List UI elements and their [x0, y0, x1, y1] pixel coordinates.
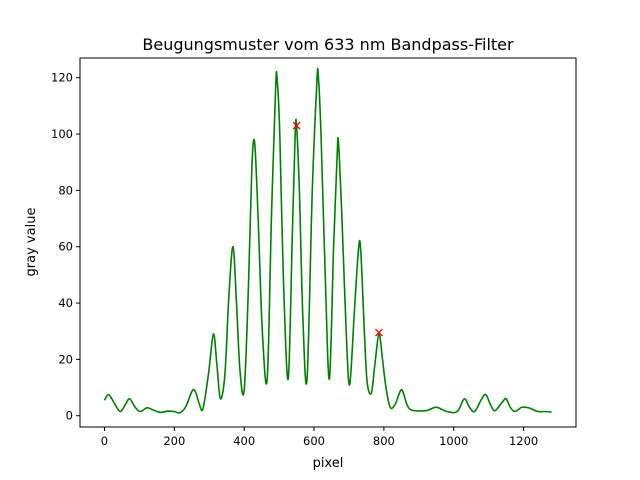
axes-frame	[79, 57, 577, 428]
peak-marker-stroke	[375, 328, 383, 337]
y-tick-label: 20	[58, 352, 73, 366]
x-tick-label: 800	[373, 434, 395, 448]
y-tick-label: 60	[58, 240, 73, 254]
y-tick-label: 0	[66, 409, 73, 423]
peak-marker-1	[375, 328, 383, 337]
y-tick-label: 80	[58, 183, 73, 197]
y-axis: 0 20 40 60 80 100 120	[51, 71, 80, 423]
y-tick-label: 100	[51, 127, 73, 141]
y-axis-label: gray value	[24, 208, 39, 277]
y-tick-label: 120	[51, 71, 73, 85]
peak-marker-stroke	[292, 121, 301, 130]
series-line-0	[103, 67, 552, 414]
chart-title: Beugungsmuster vom 633 nm Bandpass-Filte…	[142, 35, 514, 54]
x-tick-label: 600	[303, 434, 325, 448]
x-tick-label: 1000	[439, 434, 468, 448]
y-tick-label: 40	[58, 296, 73, 310]
peak-marker-0	[292, 121, 301, 130]
x-axis: 0 200 400 600 800 1000 1200	[101, 427, 538, 448]
plot-area	[103, 67, 552, 414]
x-tick-label: 1200	[509, 434, 538, 448]
x-tick-label: 200	[163, 434, 185, 448]
x-axis-label: pixel	[313, 456, 344, 471]
x-tick-label: 0	[101, 434, 108, 448]
x-tick-label: 400	[233, 434, 255, 448]
